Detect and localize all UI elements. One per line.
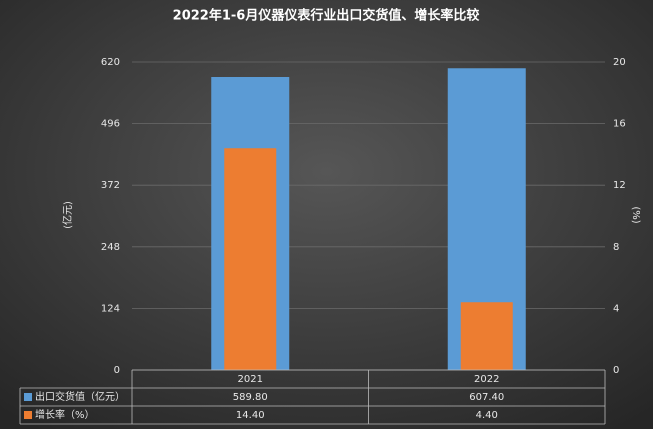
- table-value: 4.40: [476, 410, 498, 421]
- y-tick-label: 372: [101, 180, 120, 191]
- legend-label: 增长率（%）: [35, 408, 95, 421]
- y2-tick-label: 8: [613, 242, 619, 253]
- y2-axis-title: (%): [630, 206, 641, 223]
- y2-tick-label: 12: [613, 180, 626, 191]
- y2-tick-label: 20: [613, 57, 626, 68]
- x-tick-label: 2022: [474, 374, 499, 385]
- legend-key: [24, 411, 32, 419]
- table-value: 607.40: [469, 392, 504, 403]
- y-tick-label: 124: [101, 303, 120, 314]
- y-tick-label: 0: [114, 365, 120, 376]
- table-value: 14.40: [236, 410, 265, 421]
- y2-tick-label: 16: [613, 119, 626, 130]
- chart-title: 2022年1-6月仪器仪表行业出口交货值、增长率比较: [173, 8, 480, 24]
- y2-tick-label: 0: [613, 365, 619, 376]
- bar: [460, 302, 513, 370]
- y-tick-label: 620: [101, 57, 120, 68]
- table-value: 589.80: [233, 392, 268, 403]
- bar: [224, 148, 277, 370]
- legend-key: [24, 393, 32, 401]
- y-tick-label: 248: [101, 242, 120, 253]
- y-tick-label: 496: [101, 119, 120, 130]
- y-axis-title: (亿元): [61, 201, 74, 229]
- y2-tick-label: 4: [613, 303, 619, 314]
- legend-label: 出口交货值（亿元）: [35, 390, 125, 403]
- x-tick-label: 2021: [238, 374, 263, 385]
